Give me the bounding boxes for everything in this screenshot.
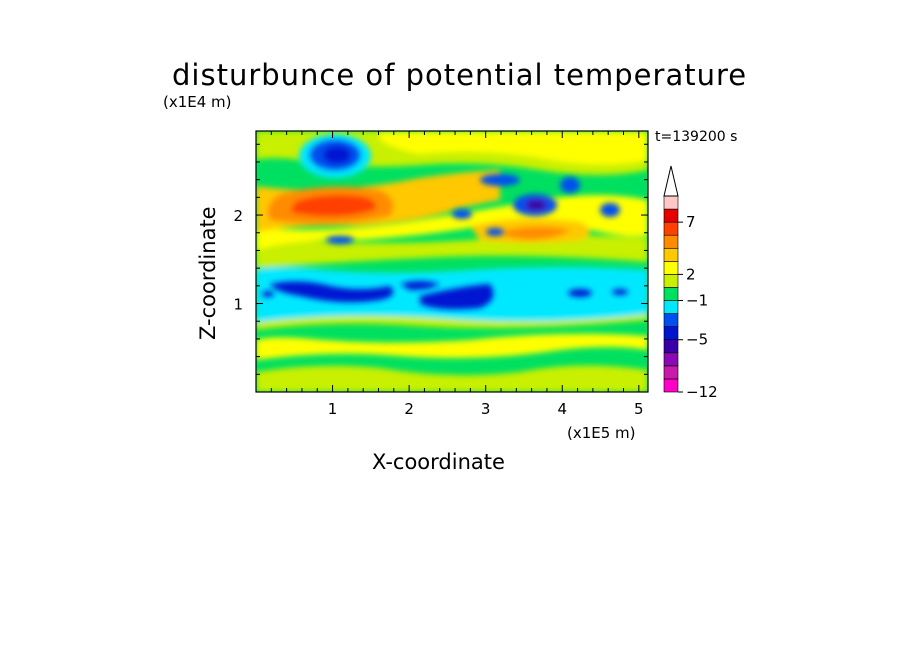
y-axis-unit: (x1E4 m)	[163, 93, 232, 111]
colorbar-swatch	[663, 221, 679, 236]
colorbar-swatch	[663, 195, 679, 210]
colorbar-tick-label: 2	[686, 265, 696, 283]
axes: 1 2 3 4 5 1 2	[233, 131, 648, 418]
chart-title: disturbunce of potential temperature	[172, 58, 748, 92]
x-tick-label: 3	[481, 400, 491, 418]
colorbar-tick-label: −5	[686, 331, 708, 349]
colorbar-swatch	[663, 313, 679, 327]
x-tick-label: 1	[328, 400, 338, 418]
colorbar-tick-label: −1	[686, 292, 708, 310]
colorbar-swatch	[663, 287, 679, 301]
x-axis-label: X-coordinate	[372, 450, 505, 474]
x-tick-label: 4	[557, 400, 567, 418]
colorbar-swatch	[663, 352, 679, 367]
colorbar-swatch	[663, 274, 679, 288]
y-tick-label: 2	[233, 207, 243, 225]
colorbar-tick-label: 7	[686, 213, 696, 231]
colorbar-swatch	[663, 378, 679, 393]
colorbar-swatch	[663, 208, 679, 223]
colorbar: 7 2 −1 −5 −12	[663, 165, 718, 401]
x-tick-label: 2	[404, 400, 414, 418]
colorbar-swatch	[663, 261, 679, 275]
x-tick-label: 5	[634, 400, 644, 418]
colorbar-swatch	[663, 339, 679, 354]
y-tick-label: 1	[233, 296, 243, 314]
colorbar-extend-arrow	[663, 165, 679, 197]
x-axis-unit: (x1E5 m)	[567, 424, 636, 442]
colorbar-tick-label: −12	[686, 383, 718, 401]
colorbar-swatch	[663, 300, 679, 314]
colorbar-swatch	[663, 326, 679, 341]
contour-field	[256, 131, 648, 392]
colorbar-swatch	[663, 234, 679, 249]
time-label: t=139200 s	[655, 129, 738, 145]
colorbar-swatch	[663, 365, 679, 380]
colorbar-swatch	[663, 247, 679, 262]
